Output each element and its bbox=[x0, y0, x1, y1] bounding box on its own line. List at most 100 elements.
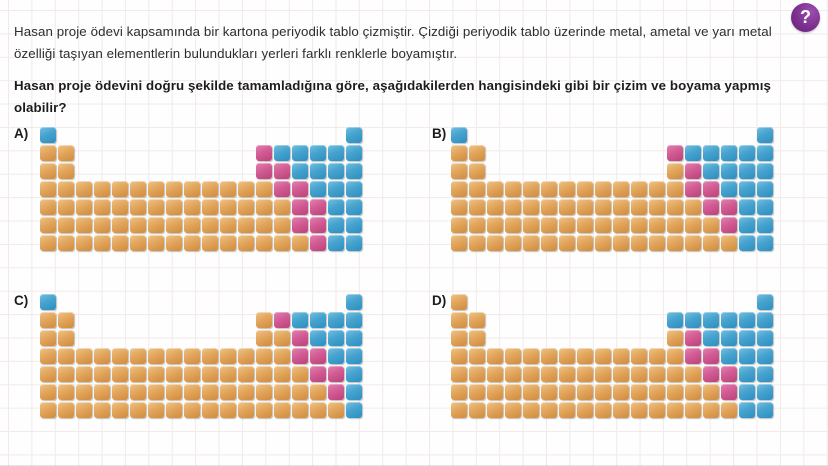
empty-cell bbox=[487, 163, 503, 179]
option-c-label[interactable]: C) bbox=[14, 293, 29, 308]
metal-element-cell bbox=[238, 235, 254, 251]
nonmetal-element-cell bbox=[703, 330, 719, 346]
empty-cell bbox=[649, 330, 665, 346]
nonmetal-element-cell bbox=[757, 181, 773, 197]
empty-cell bbox=[505, 294, 521, 310]
option-b-periodic-table[interactable] bbox=[451, 127, 773, 251]
metal-element-cell bbox=[451, 384, 467, 400]
option-a-label[interactable]: A) bbox=[14, 126, 29, 141]
metal-element-cell bbox=[703, 402, 719, 418]
empty-cell bbox=[76, 145, 92, 161]
semimetal-element-cell bbox=[256, 163, 272, 179]
empty-cell bbox=[631, 294, 647, 310]
metal-element-cell bbox=[451, 294, 467, 310]
metal-element-cell bbox=[166, 217, 182, 233]
metal-element-cell bbox=[631, 348, 647, 364]
metal-element-cell bbox=[505, 235, 521, 251]
nonmetal-element-cell bbox=[757, 312, 773, 328]
nonmetal-element-cell bbox=[346, 294, 362, 310]
nonmetal-element-cell bbox=[757, 235, 773, 251]
metal-element-cell bbox=[58, 312, 74, 328]
option-b-label[interactable]: B) bbox=[432, 126, 447, 141]
metal-element-cell bbox=[130, 217, 146, 233]
nonmetal-element-cell bbox=[310, 163, 326, 179]
empty-cell bbox=[220, 145, 236, 161]
empty-cell bbox=[184, 145, 200, 161]
empty-cell bbox=[613, 163, 629, 179]
metal-element-cell bbox=[523, 366, 539, 382]
nonmetal-element-cell bbox=[328, 145, 344, 161]
metal-element-cell bbox=[667, 330, 683, 346]
nonmetal-element-cell bbox=[328, 199, 344, 215]
metal-element-cell bbox=[631, 217, 647, 233]
empty-cell bbox=[148, 330, 164, 346]
option-c-periodic-table[interactable] bbox=[40, 294, 362, 418]
metal-element-cell bbox=[220, 217, 236, 233]
metal-element-cell bbox=[559, 181, 575, 197]
metal-element-cell bbox=[256, 181, 272, 197]
metal-element-cell bbox=[58, 145, 74, 161]
help-icon[interactable]: ? bbox=[791, 3, 820, 32]
empty-cell bbox=[76, 294, 92, 310]
option-a-periodic-table[interactable] bbox=[40, 127, 362, 251]
nonmetal-element-cell bbox=[703, 163, 719, 179]
metal-element-cell bbox=[667, 348, 683, 364]
nonmetal-element-cell bbox=[346, 330, 362, 346]
empty-cell bbox=[631, 330, 647, 346]
option-d-periodic-table[interactable] bbox=[451, 294, 773, 418]
empty-cell bbox=[667, 127, 683, 143]
metal-element-cell bbox=[40, 348, 56, 364]
metal-element-cell bbox=[166, 402, 182, 418]
empty-cell bbox=[256, 127, 272, 143]
semimetal-element-cell bbox=[256, 145, 272, 161]
metal-element-cell bbox=[469, 217, 485, 233]
nonmetal-element-cell bbox=[739, 348, 755, 364]
empty-cell bbox=[130, 145, 146, 161]
metal-element-cell bbox=[667, 384, 683, 400]
metal-element-cell bbox=[613, 217, 629, 233]
metal-element-cell bbox=[685, 217, 701, 233]
empty-cell bbox=[631, 163, 647, 179]
metal-element-cell bbox=[631, 366, 647, 382]
option-d-label[interactable]: D) bbox=[432, 293, 447, 308]
metal-element-cell bbox=[613, 402, 629, 418]
nonmetal-element-cell bbox=[721, 312, 737, 328]
metal-element-cell bbox=[451, 330, 467, 346]
metal-element-cell bbox=[292, 402, 308, 418]
empty-cell bbox=[256, 294, 272, 310]
metal-element-cell bbox=[469, 312, 485, 328]
empty-cell bbox=[703, 127, 719, 143]
metal-element-cell bbox=[256, 330, 272, 346]
semimetal-element-cell bbox=[274, 181, 290, 197]
metal-element-cell bbox=[76, 366, 92, 382]
metal-element-cell bbox=[541, 402, 557, 418]
metal-element-cell bbox=[541, 348, 557, 364]
empty-cell bbox=[739, 127, 755, 143]
nonmetal-element-cell bbox=[346, 384, 362, 400]
semimetal-element-cell bbox=[685, 181, 701, 197]
metal-element-cell bbox=[184, 199, 200, 215]
metal-element-cell bbox=[613, 235, 629, 251]
metal-element-cell bbox=[292, 384, 308, 400]
empty-cell bbox=[559, 163, 575, 179]
metal-element-cell bbox=[487, 217, 503, 233]
nonmetal-element-cell bbox=[346, 402, 362, 418]
empty-cell bbox=[649, 312, 665, 328]
semimetal-element-cell bbox=[292, 181, 308, 197]
semimetal-element-cell bbox=[310, 348, 326, 364]
empty-cell bbox=[703, 294, 719, 310]
empty-cell bbox=[541, 312, 557, 328]
metal-element-cell bbox=[523, 402, 539, 418]
empty-cell bbox=[577, 127, 593, 143]
metal-element-cell bbox=[613, 384, 629, 400]
empty-cell bbox=[577, 330, 593, 346]
empty-cell bbox=[58, 127, 74, 143]
metal-element-cell bbox=[595, 235, 611, 251]
empty-cell bbox=[469, 127, 485, 143]
metal-element-cell bbox=[94, 402, 110, 418]
metal-element-cell bbox=[256, 402, 272, 418]
metal-element-cell bbox=[613, 366, 629, 382]
semimetal-element-cell bbox=[292, 330, 308, 346]
empty-cell bbox=[148, 145, 164, 161]
